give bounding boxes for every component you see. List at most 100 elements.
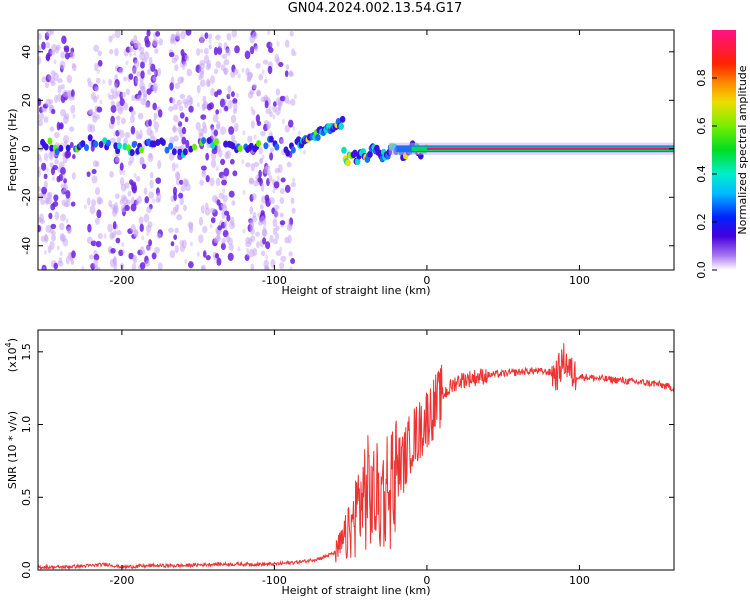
noise-point xyxy=(49,241,55,250)
signal-point xyxy=(230,142,236,150)
noise-point xyxy=(226,33,232,41)
noise-point xyxy=(221,179,227,186)
noise-point xyxy=(275,233,280,240)
noise-point xyxy=(201,127,205,133)
noise-point xyxy=(210,159,217,168)
noise-point xyxy=(210,207,216,214)
noise-point xyxy=(266,41,273,49)
noise-point xyxy=(119,98,125,107)
noise-point xyxy=(62,174,66,180)
noise-point xyxy=(227,252,234,261)
noise-point xyxy=(220,158,226,166)
noise-point xyxy=(256,89,262,97)
noise-point xyxy=(244,50,251,60)
noise-point xyxy=(272,218,278,228)
noise-point xyxy=(174,54,179,61)
noise-point xyxy=(130,125,136,135)
noise-point xyxy=(232,98,238,105)
noise-point xyxy=(142,250,146,256)
noise-point xyxy=(237,246,241,252)
noise-point xyxy=(266,121,272,130)
noise-point xyxy=(279,95,286,102)
noise-point xyxy=(241,67,245,73)
noise-point xyxy=(266,170,271,176)
noise-point xyxy=(50,234,57,242)
noise-point xyxy=(253,161,260,167)
noise-point xyxy=(125,60,129,66)
noise-point xyxy=(130,203,137,212)
signal-point xyxy=(171,148,177,156)
snr-y-tick-label: 0.5 xyxy=(20,489,33,507)
noise-point xyxy=(168,51,175,58)
noise-point xyxy=(269,111,273,118)
noise-point xyxy=(291,48,295,57)
noise-point xyxy=(39,157,43,163)
noise-point xyxy=(89,205,96,215)
noise-point xyxy=(218,42,223,49)
noise-point xyxy=(292,125,296,131)
noise-point xyxy=(302,149,306,155)
noise-point xyxy=(119,176,125,186)
noise-point xyxy=(42,266,46,270)
noise-point xyxy=(252,193,257,201)
noise-point xyxy=(266,124,270,130)
noise-point xyxy=(56,93,62,102)
noise-point xyxy=(71,250,76,259)
noise-point xyxy=(38,185,41,192)
signal-point xyxy=(191,143,197,151)
noise-point xyxy=(60,213,66,222)
noise-point xyxy=(83,204,87,210)
noise-point xyxy=(41,41,46,50)
noise-point xyxy=(169,249,176,259)
noise-point xyxy=(155,30,161,37)
colorbar-gradient xyxy=(712,30,736,270)
noise-point xyxy=(241,159,245,165)
noise-point xyxy=(114,30,121,39)
noise-point xyxy=(251,215,258,223)
signal-point xyxy=(65,144,71,152)
signal-point xyxy=(43,143,49,151)
noise-point xyxy=(115,237,121,244)
noise-point xyxy=(169,136,175,145)
noise-point xyxy=(72,154,76,160)
noise-point xyxy=(121,248,125,254)
noise-point xyxy=(293,51,297,57)
noise-point xyxy=(205,255,211,261)
noise-point xyxy=(279,220,286,226)
noise-point xyxy=(180,185,186,192)
noise-point xyxy=(260,204,264,210)
noise-point xyxy=(131,262,137,270)
noise-point xyxy=(146,245,152,251)
noise-point xyxy=(174,82,181,90)
noise-point xyxy=(273,181,280,189)
noise-point xyxy=(68,126,75,132)
noise-point xyxy=(43,173,48,180)
colorbar-tick-label: 0.6 xyxy=(695,117,708,135)
noise-point xyxy=(140,61,145,69)
noise-point xyxy=(286,161,292,168)
noise-point xyxy=(72,113,76,119)
noise-point xyxy=(220,202,227,209)
noise-point xyxy=(51,108,56,115)
noise-point xyxy=(61,35,67,44)
signal-point xyxy=(84,144,90,152)
noise-point xyxy=(157,262,163,270)
noise-point xyxy=(256,241,260,249)
noise-point xyxy=(275,250,282,256)
noise-point xyxy=(174,64,179,72)
noise-point xyxy=(126,199,131,205)
noise-point xyxy=(215,34,221,41)
signal-point xyxy=(182,148,188,156)
noise-point xyxy=(252,212,257,218)
noise-point xyxy=(132,256,136,262)
noise-point xyxy=(108,78,113,86)
noise-point xyxy=(70,201,76,207)
noise-point xyxy=(86,171,91,178)
noise-point xyxy=(131,94,136,102)
noise-point xyxy=(252,247,258,257)
noise-point xyxy=(133,172,137,178)
noise-point xyxy=(40,162,47,171)
signal-point xyxy=(87,134,93,142)
noise-point xyxy=(288,223,293,229)
